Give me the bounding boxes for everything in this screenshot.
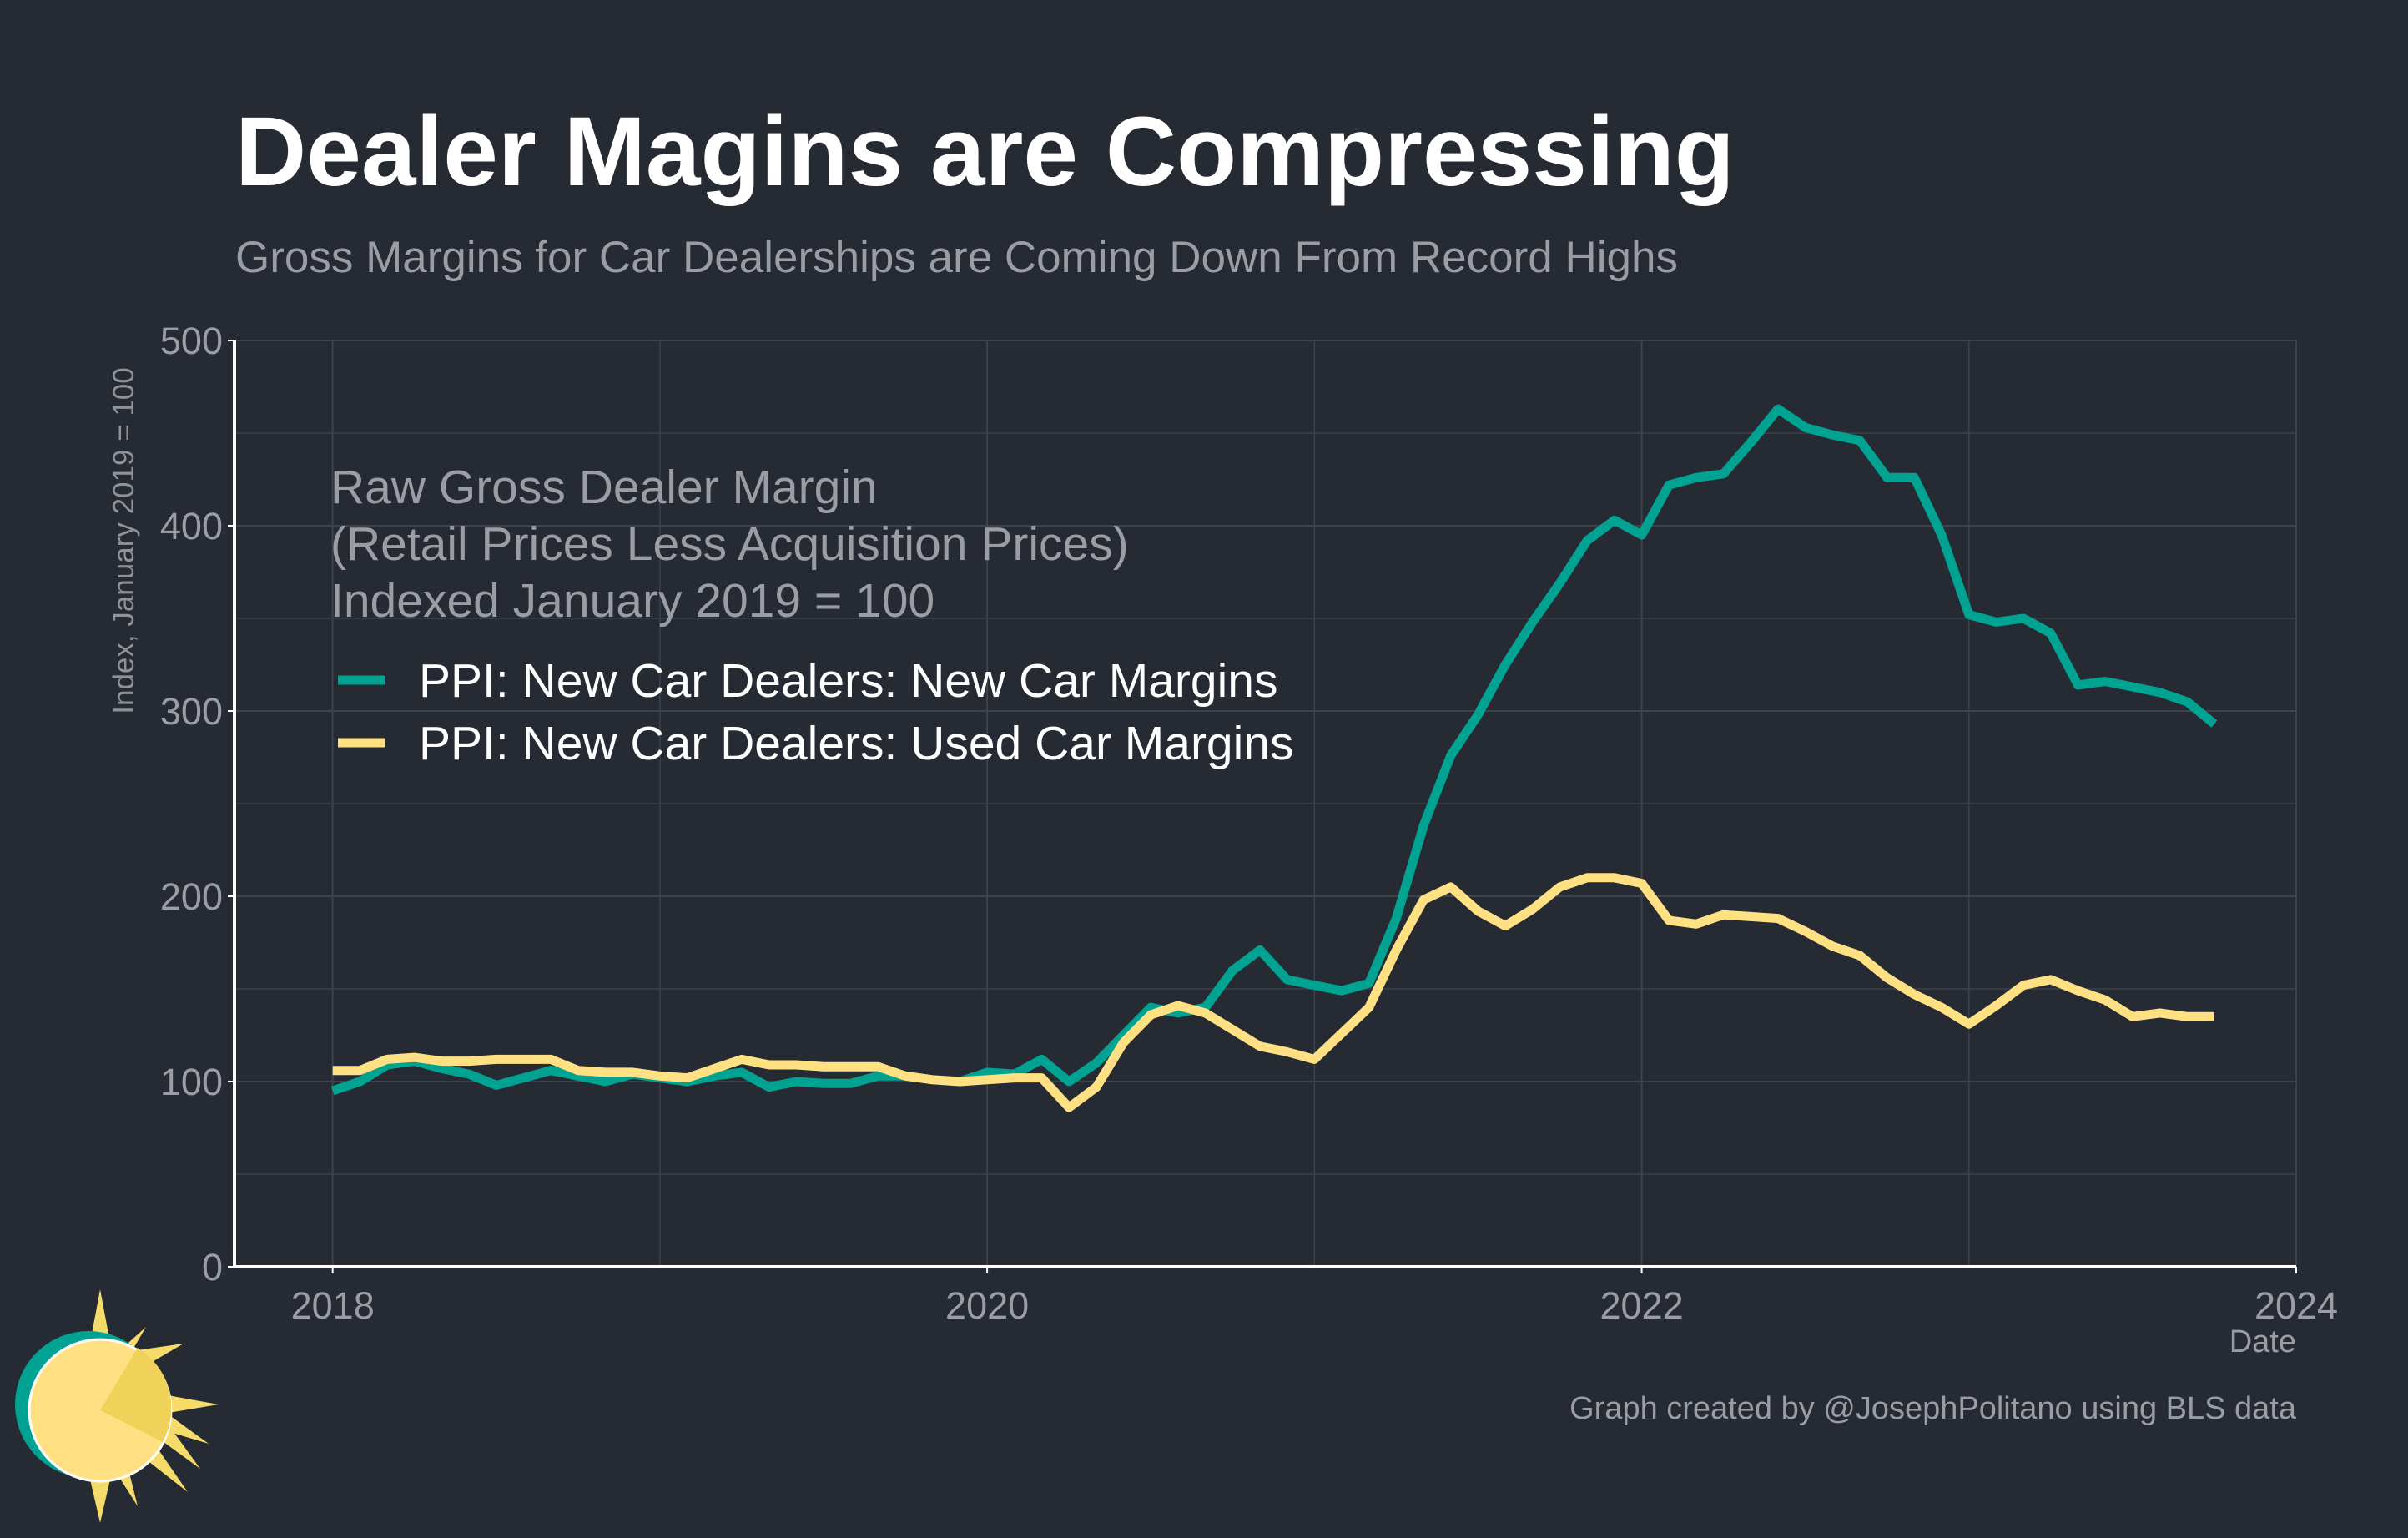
x-tick-label: 2024 [2254,1284,2338,1327]
legend-label-new-car: PPI: New Car Dealers: New Car Margins [419,654,1277,708]
y-tick-label: 200 [160,875,223,918]
series-line-used-car [332,873,2214,1112]
series-lines [330,404,2218,1112]
y-tick-label: 300 [160,690,223,733]
y-axis-label: Index, January 2019 = 100 [108,367,140,714]
legend: Raw Gross Dealer Margin (Retail Prices L… [330,461,1294,770]
legend-label-used-car: PPI: New Car Dealers: Used Car Margins [419,717,1294,770]
y-tick-label: 100 [160,1061,223,1103]
legend-title-line-3: Indexed January 2019 = 100 [330,574,934,628]
x-axis-label: Date [2229,1324,2296,1359]
legend-title-line-2: (Retail Prices Less Acquisition Prices) [330,517,1129,571]
y-tick-label: 500 [160,320,223,362]
chart-title: Dealer Magins are Compressing [235,97,1735,207]
sun-logo-icon [15,1289,219,1523]
tick-labels: 0 100 200 300 400 500 2018 2020 2022 2024 [160,320,2338,1327]
y-tick-label: 400 [160,505,223,547]
gridlines [234,340,2297,1267]
y-tick-label: 0 [202,1246,223,1288]
legend-title-line-1: Raw Gross Dealer Margin [330,461,878,514]
source-note: Graph created by @JosephPolitano using B… [1569,1391,2297,1426]
x-tick-label: 2022 [1600,1284,1684,1327]
x-tick-label: 2020 [945,1284,1029,1327]
x-tick-label: 2018 [291,1284,375,1327]
chart-subtitle: Gross Margins for Car Dealerships are Co… [235,233,1678,282]
